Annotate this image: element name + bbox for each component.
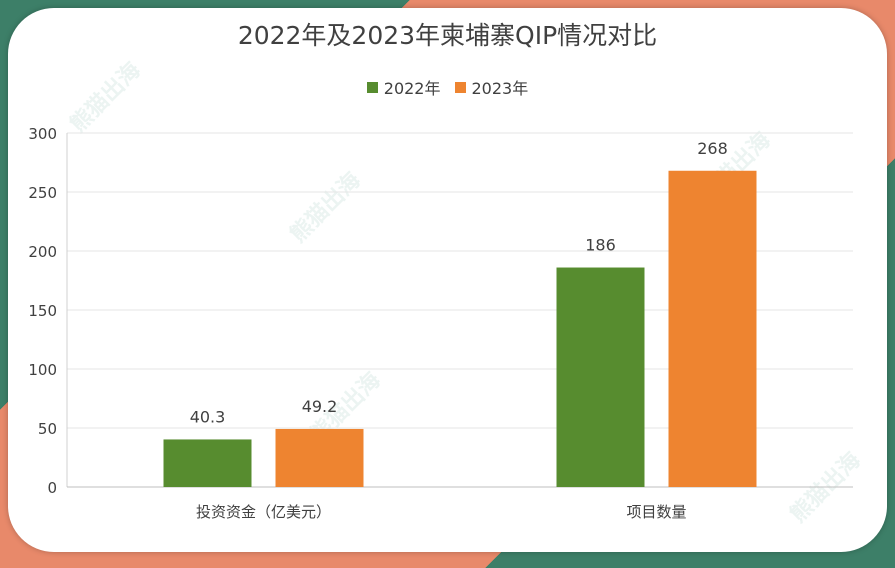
data-label: 186 <box>585 236 616 255</box>
y-tick-label: 0 <box>47 479 57 497</box>
y-tick-label: 250 <box>28 184 57 202</box>
y-tick-label: 150 <box>28 302 57 320</box>
data-label: 268 <box>697 139 728 158</box>
x-tick-label: 项目数量 <box>626 503 686 521</box>
legend-swatch-2022 <box>366 81 378 93</box>
bar <box>668 170 757 487</box>
x-tick-label: 投资资金（亿美元） <box>196 503 331 521</box>
y-tick-label: 50 <box>38 420 57 438</box>
legend: 2022年 2023年 <box>0 75 895 99</box>
chart-title: 2022年及2023年柬埔寨QIP情况对比 <box>237 21 658 50</box>
legend-label-2023: 2023年 <box>471 79 529 98</box>
legend-item-2022: 2022年 <box>366 75 441 99</box>
legend-item-2023: 2023年 <box>454 75 529 99</box>
y-tick-label: 200 <box>28 243 57 261</box>
legend-swatch-2023 <box>454 81 466 93</box>
y-tick-label: 100 <box>28 361 57 379</box>
bar <box>163 439 252 487</box>
bar <box>556 267 645 487</box>
data-label: 49.2 <box>302 397 338 416</box>
bar <box>275 428 364 487</box>
y-tick-label: 300 <box>28 125 57 143</box>
legend-label-2022: 2022年 <box>383 79 441 98</box>
data-label: 40.3 <box>190 407 226 426</box>
